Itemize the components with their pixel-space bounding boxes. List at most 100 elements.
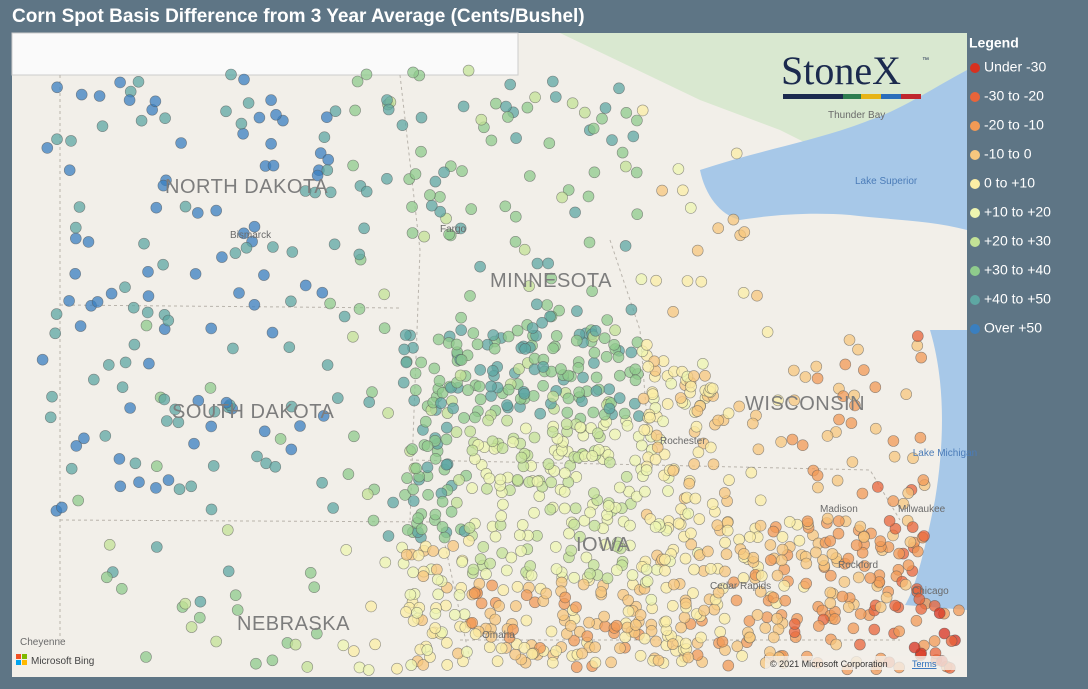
map-point — [915, 603, 928, 615]
map-point — [242, 97, 255, 109]
map-point — [436, 495, 449, 508]
map-point — [775, 554, 788, 567]
map-point — [558, 502, 571, 515]
map-point — [787, 364, 800, 377]
map-point — [562, 369, 575, 382]
map-point — [635, 439, 648, 452]
map-point — [192, 394, 205, 407]
map-point — [786, 433, 799, 446]
map-point — [521, 101, 534, 114]
map-point — [480, 568, 492, 580]
map-point — [70, 440, 83, 452]
terms-link[interactable]: Terms — [912, 659, 937, 669]
map-point — [821, 512, 834, 525]
map-point — [712, 222, 725, 234]
map-point — [546, 75, 559, 88]
map-point — [722, 659, 735, 672]
map-point — [754, 585, 767, 598]
map-point — [485, 134, 498, 147]
map-point — [887, 435, 900, 447]
map-point — [661, 398, 674, 410]
map-point — [105, 287, 118, 300]
map-point — [435, 397, 447, 409]
map-point — [911, 330, 924, 342]
map-point — [613, 481, 626, 494]
map-point — [240, 242, 253, 254]
map-point — [500, 100, 512, 113]
map-point — [351, 75, 364, 88]
map-point — [812, 620, 825, 632]
map-point — [497, 498, 509, 511]
map-point — [175, 137, 187, 149]
map-point — [743, 615, 756, 627]
map-point — [207, 460, 220, 472]
map-point — [127, 301, 140, 314]
map-point — [285, 400, 298, 413]
map-point — [143, 357, 155, 370]
map-point — [464, 290, 476, 302]
map-point — [342, 468, 355, 480]
map-point — [682, 507, 695, 520]
map-point — [51, 81, 63, 94]
map-point — [560, 418, 573, 430]
map-point — [457, 100, 470, 113]
map-point — [91, 296, 104, 308]
map-point — [447, 402, 459, 415]
map-point — [764, 646, 776, 658]
map-point — [324, 186, 337, 199]
map-point — [832, 527, 845, 540]
legend-label: -10 to 0 — [984, 146, 1032, 162]
map-point — [537, 379, 549, 392]
map-point — [854, 638, 866, 651]
map-point — [419, 415, 432, 428]
map-point — [524, 560, 537, 572]
map-point — [88, 373, 100, 386]
map-point — [788, 394, 801, 407]
map-point — [587, 406, 600, 419]
map-point — [518, 641, 531, 654]
map-point — [588, 487, 600, 499]
map-point — [640, 563, 653, 576]
map-point — [590, 385, 603, 397]
map-point — [547, 342, 559, 355]
map-point — [667, 464, 680, 477]
map-point — [826, 548, 839, 560]
legend-label: Over +50 — [984, 320, 1042, 336]
map-point — [744, 531, 756, 543]
map-point — [469, 411, 481, 424]
map-point — [41, 142, 54, 154]
map-point — [316, 286, 329, 299]
map-point — [684, 202, 697, 214]
map-point — [651, 441, 664, 454]
map-point — [638, 632, 651, 645]
map-point — [637, 392, 650, 405]
map-point — [204, 382, 217, 394]
map-point — [233, 287, 245, 299]
map-point — [418, 230, 431, 243]
map-point — [603, 456, 616, 469]
map-point — [569, 206, 581, 219]
map-point — [599, 538, 612, 551]
map-point — [462, 64, 475, 77]
map-point — [49, 327, 62, 340]
map-point — [589, 324, 602, 337]
map-point — [622, 605, 635, 618]
state-label: MINNESOTA — [490, 270, 612, 292]
map-point — [536, 316, 548, 329]
map-point — [70, 221, 82, 234]
map-point — [520, 614, 533, 627]
map-point — [526, 322, 539, 334]
legend-label: +20 to +30 — [984, 233, 1051, 249]
map-point — [858, 560, 871, 572]
map-point — [274, 433, 287, 445]
map-point — [366, 386, 378, 398]
map-point — [708, 603, 721, 616]
map-point — [509, 210, 522, 223]
points-layer — [36, 64, 965, 676]
legend-label: 0 to +10 — [984, 175, 1035, 191]
map-point — [331, 392, 344, 404]
map-point — [754, 519, 767, 532]
map-point — [363, 396, 376, 409]
map-point — [779, 594, 792, 607]
map-point — [513, 529, 526, 542]
